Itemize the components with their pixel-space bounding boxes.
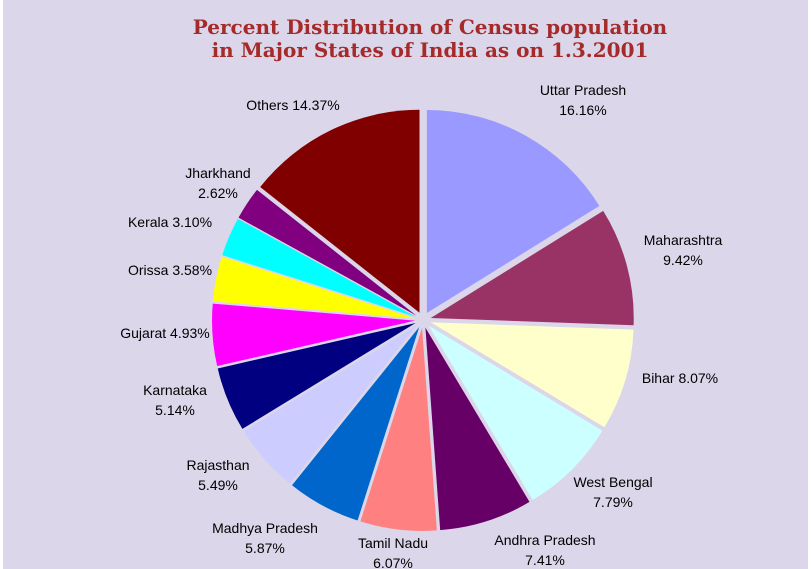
value-label: 5.14% <box>155 402 195 418</box>
slice-label: Madhya Pradesh 5.87% <box>212 518 318 558</box>
category-name: Orissa <box>127 262 169 278</box>
value-label: 4.93% <box>170 325 210 341</box>
pie-slice <box>428 325 603 500</box>
value-label: 2.62% <box>198 185 238 201</box>
category-name: Andhra Pradesh <box>494 532 596 548</box>
pie-slice <box>260 109 420 313</box>
slice-label: Maharashtra 9.42% <box>644 230 723 270</box>
value-label: 14.37% <box>292 97 340 113</box>
value-label: 7.41% <box>525 552 565 568</box>
pie-slice <box>243 325 417 484</box>
value-label: 7.79% <box>593 494 633 510</box>
category-name: Jharkhand <box>185 165 251 181</box>
pie-slice <box>426 110 600 314</box>
pie-slice <box>430 322 634 428</box>
value-label: 16.16% <box>559 102 607 118</box>
pie-slice <box>212 256 416 319</box>
value-label: 9.42% <box>663 252 703 268</box>
slice-label: Kerala 3.10% <box>128 212 212 232</box>
category-name: Bihar <box>641 370 675 386</box>
category-name: Uttar Pradesh <box>539 82 627 98</box>
pie-slice <box>217 323 416 429</box>
pie-slice <box>222 218 416 317</box>
category-name: Others <box>246 97 289 113</box>
pie-slice <box>292 327 420 521</box>
slice-label: Tamil Nadu 6.07% <box>358 533 428 569</box>
slice-label: Andhra Pradesh 7.41% <box>494 530 595 569</box>
value-label: 8.07% <box>678 370 719 386</box>
category-name: West Bengal <box>573 474 653 490</box>
slice-label: West Bengal 7.79% <box>573 472 652 512</box>
value-label: 5.49% <box>198 477 238 493</box>
category-name: Madhya Pradesh <box>212 520 318 536</box>
pie-slice <box>212 303 416 367</box>
pie-slice <box>238 189 417 316</box>
value-label: 6.07% <box>373 555 413 569</box>
category-name: Kerala <box>127 214 169 230</box>
pie-slice <box>430 210 634 326</box>
pie-slice <box>425 327 530 531</box>
slice-label: Jharkhand 2.62% <box>185 163 250 203</box>
category-name: Gujarat <box>120 325 167 341</box>
slice-label: Orissa 3.58% <box>128 260 212 280</box>
category-name: Maharashtra <box>643 232 723 248</box>
slice-label: Uttar Pradesh 16.16% <box>540 80 626 120</box>
value-label: 3.58% <box>172 262 213 278</box>
value-label: 5.87% <box>245 540 285 556</box>
slice-label: Karnataka 5.14% <box>143 380 207 420</box>
pie-slice <box>360 327 437 531</box>
slice-label: Others 14.37% <box>246 95 339 115</box>
chart-title: Percent Distribution of Census populatio… <box>192 15 668 62</box>
category-name: Rajasthan <box>186 457 250 473</box>
slice-label: Rajasthan 5.49% <box>186 455 249 495</box>
category-name: Tamil Nadu <box>357 535 429 551</box>
category-name: Karnataka <box>143 382 207 398</box>
value-label: 3.10% <box>172 214 213 230</box>
slice-label: Gujarat 4.93% <box>120 323 210 343</box>
slice-label: Bihar 8.07% <box>642 368 718 388</box>
